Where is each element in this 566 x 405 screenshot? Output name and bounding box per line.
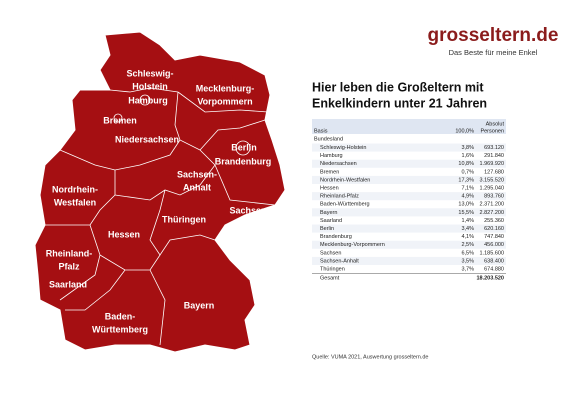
state-label: Sachsen- — [177, 169, 217, 179]
share: 2,5% — [461, 242, 474, 248]
share: 3,8% — [461, 145, 474, 151]
state-label: Rheinland- — [46, 248, 93, 258]
share: 0,7% — [461, 169, 474, 175]
absolute: 1.295.040 — [480, 185, 504, 191]
title: Hier leben die Großeltern mit — [312, 80, 484, 94]
state-name: Thüringen — [320, 266, 345, 272]
row-stripe — [312, 256, 506, 265]
logo: grosseltern.de — [428, 25, 559, 46]
absolute: 2.827.200 — [480, 210, 504, 216]
row-stripe — [312, 175, 506, 184]
state-label: Brandenburg — [215, 156, 272, 166]
state-name: Rheinland-Pfalz — [320, 194, 359, 200]
state-label: Hessen — [108, 229, 140, 239]
logo-tagline: Das Beste für meine Enkel — [449, 48, 538, 57]
basis-label: Basis — [314, 128, 328, 134]
share: 3,5% — [461, 258, 474, 264]
state-name: Berlin — [320, 226, 334, 232]
group-label: Bundesland — [314, 136, 343, 142]
state-label: Berlin — [231, 142, 257, 152]
state-name: Bremen — [320, 169, 339, 175]
absolute: 456.000 — [484, 242, 504, 248]
state-label: Württemberg — [92, 324, 148, 334]
absolute: 674.880 — [484, 266, 504, 272]
state-label: Schleswig- — [126, 68, 173, 78]
state-label: Niedersachsen — [115, 134, 179, 144]
state-label: Vorpommern — [197, 96, 252, 106]
share: 10,8% — [458, 161, 474, 167]
absolute: 3.155.520 — [480, 177, 504, 183]
source: Quelle: VUMA 2021, Auswertung grosselter… — [312, 354, 428, 360]
state-label: Bayern — [184, 300, 215, 310]
state-label: Thüringen — [162, 214, 206, 224]
basis-value: 100,0% — [455, 128, 474, 134]
state-label: Holstein — [132, 81, 168, 91]
absolute: 291.840 — [484, 153, 504, 159]
share: 1,6% — [461, 153, 474, 159]
total-label: Gesamt — [320, 276, 340, 282]
state-name: Schleswig-Holstein — [320, 145, 366, 151]
share: 3,4% — [461, 226, 474, 232]
state-name: Brandenburg — [320, 234, 352, 240]
state-name: Saarland — [320, 218, 342, 224]
row-stripe — [312, 208, 506, 217]
share: 6,5% — [461, 250, 474, 256]
share: 13,0% — [458, 202, 474, 208]
title: Enkelkindern unter 21 Jahren — [312, 96, 487, 110]
state-label: Pfalz — [58, 261, 80, 271]
absolute: 693.120 — [484, 145, 504, 151]
state-label: Baden- — [105, 311, 136, 321]
state-name: Baden-Württemberg — [320, 202, 370, 208]
state-name: Nordrhein-Westfalen — [320, 177, 370, 183]
absolute: 1.969.920 — [480, 161, 504, 167]
state-label: Bremen — [103, 115, 137, 125]
absolute: 620.160 — [484, 226, 504, 232]
state-name: Hessen — [320, 185, 339, 191]
table-header-bg — [312, 119, 506, 134]
state-name: Mecklenburg-Vorpommern — [320, 242, 385, 248]
germany-map: Schleswig- Holstein Hamburg Mecklenburg- Vor… — [34, 31, 286, 353]
column-header: Absolut — [486, 121, 505, 127]
row-stripe — [312, 192, 506, 201]
state-borders — [45, 87, 276, 346]
total-value: 18.203.520 — [476, 276, 504, 282]
state-label: Hamburg — [128, 95, 168, 105]
absolute: 638.400 — [484, 258, 504, 264]
absolute: 2.371.200 — [480, 202, 504, 208]
share: 1,4% — [461, 218, 474, 224]
state-label: Sachsen — [229, 205, 266, 215]
state-name: Hamburg — [320, 153, 343, 159]
state-name: Bayern — [320, 210, 337, 216]
absolute: 255.360 — [484, 218, 504, 224]
share: 15,5% — [458, 210, 474, 216]
absolute: 893.760 — [484, 194, 504, 200]
state-name: Sachsen-Anhalt — [320, 258, 359, 264]
state-label: Mecklenburg- — [196, 83, 255, 93]
row-stripe — [312, 159, 506, 168]
absolute: 127.680 — [484, 169, 504, 175]
state-label: Saarland — [49, 279, 87, 289]
share: 7,1% — [461, 185, 474, 191]
row-stripe — [312, 143, 506, 152]
row-stripe — [312, 240, 506, 249]
share: 4,9% — [461, 194, 474, 200]
state-name: Sachsen — [320, 250, 341, 256]
state-label: Westfalen — [54, 197, 96, 207]
state-label: Nordrhein- — [52, 184, 98, 194]
share: 4,1% — [461, 234, 474, 240]
state-name: Niedersachsen — [320, 161, 357, 167]
state-label: Anhalt — [183, 182, 211, 192]
absolute: 747.840 — [484, 234, 504, 240]
row-stripe — [312, 224, 506, 233]
column-header: Personen — [480, 128, 504, 134]
absolute: 1.185.600 — [480, 250, 504, 256]
share: 3,7% — [461, 266, 474, 272]
share: 17,3% — [458, 177, 474, 183]
